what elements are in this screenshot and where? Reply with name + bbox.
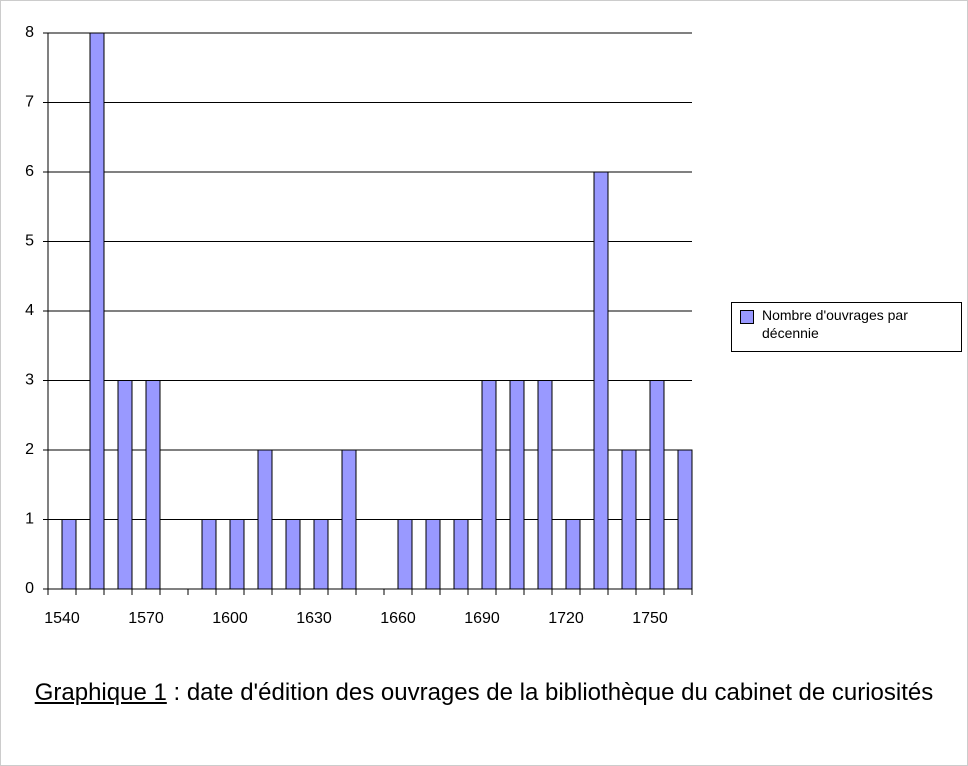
x-tick-label: 1600: [212, 610, 248, 627]
bar: [677, 449, 693, 590]
x-tick-label: 1750: [632, 610, 668, 627]
legend-label: Nombre d'ouvrages par décennie: [762, 307, 908, 341]
y-tick-label: 8: [25, 24, 34, 41]
x-tick-label: 1720: [548, 610, 584, 627]
bar: [509, 380, 525, 590]
bar: [61, 519, 77, 590]
caption-label: Graphique 1: [34, 679, 167, 706]
x-tick-label: 1660: [380, 610, 416, 627]
legend: Nombre d'ouvrages par décennie: [731, 302, 962, 352]
bar: [537, 380, 553, 590]
y-tick-label: 2: [25, 441, 34, 458]
y-tick-label: 3: [25, 372, 34, 389]
bar: [257, 449, 273, 590]
bar: [481, 380, 497, 590]
bar: [89, 32, 105, 590]
bar: [341, 449, 357, 590]
bar: [145, 380, 161, 590]
bar: [397, 519, 413, 590]
x-tick-label: 1630: [296, 610, 332, 627]
y-tick-label: 6: [25, 163, 34, 180]
y-tick-label: 4: [25, 302, 34, 319]
bar: [649, 380, 665, 590]
bar: [285, 519, 301, 590]
x-tick-label: 1570: [128, 610, 164, 627]
bar: [621, 449, 637, 590]
bar: [425, 519, 441, 590]
bar: [201, 519, 217, 590]
y-tick-label: 7: [25, 94, 34, 111]
bar: [453, 519, 469, 590]
y-tick-label: 0: [25, 580, 34, 597]
y-tick-label: 5: [25, 233, 34, 250]
bar: [565, 519, 581, 590]
caption: Graphique 1 : date d'édition des ouvrage…: [30, 676, 938, 710]
bar: [593, 171, 609, 590]
y-tick-label: 1: [25, 511, 34, 528]
bar: [313, 519, 329, 590]
legend-swatch: [740, 310, 754, 324]
bar: [117, 380, 133, 590]
x-tick-label: 1540: [44, 610, 80, 627]
caption-text: : date d'édition des ouvrages de la bibl…: [166, 679, 934, 706]
x-tick-label: 1690: [464, 610, 500, 627]
bar: [229, 519, 245, 590]
